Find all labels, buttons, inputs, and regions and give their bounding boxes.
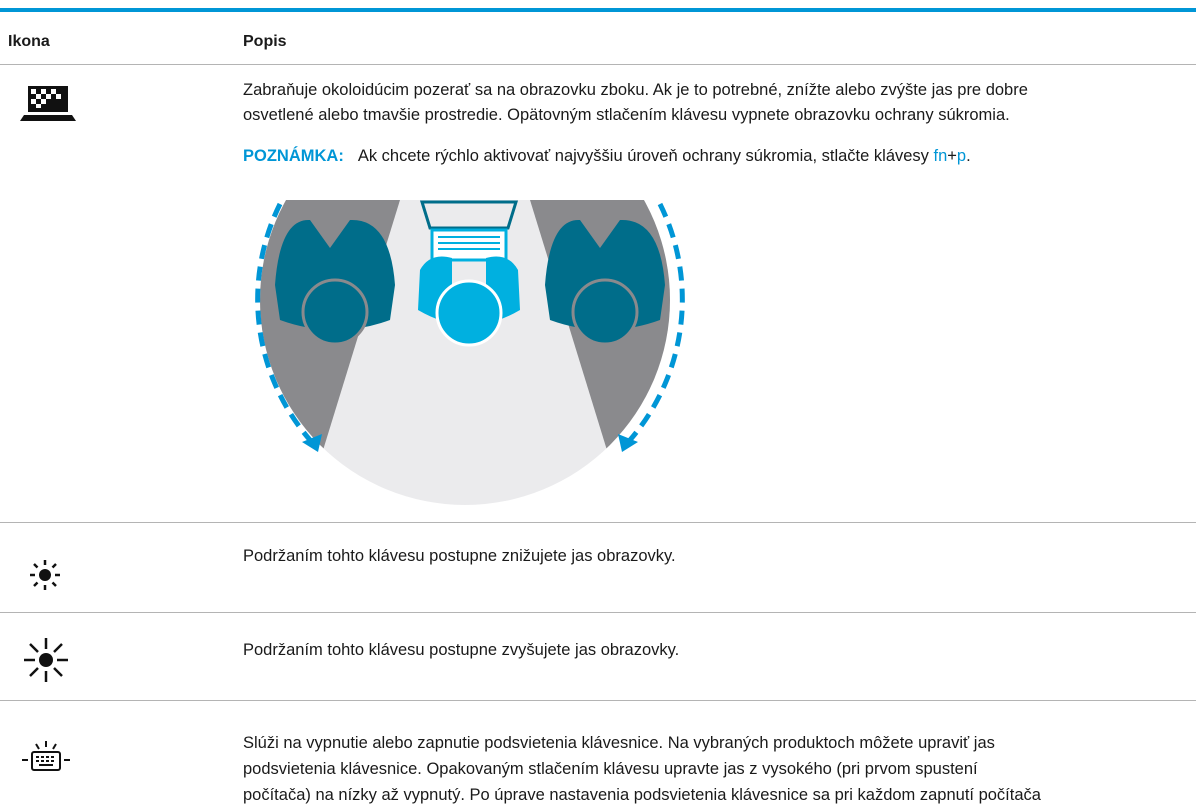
illustration-shape (30, 560, 60, 590)
illustration-shape (52, 743, 57, 750)
illustration-shape (39, 653, 53, 667)
note-text: . (966, 147, 971, 165)
illustration-shape (31, 99, 36, 104)
illustration-shape (51, 760, 54, 762)
description-line: Podržaním tohto klávesu postupne znižuje… (243, 547, 676, 565)
illustration-shape (618, 434, 638, 452)
illustration-shape (20, 115, 76, 121)
illustration-shape (24, 638, 68, 682)
key: fn (933, 147, 948, 165)
illustration-shape (41, 756, 44, 758)
illustration-shape (53, 643, 63, 653)
description-line: Podržaním tohto klávesu postupne zvyšuje… (243, 641, 680, 659)
illustration-shape (419, 200, 519, 230)
header-description: Popis (243, 33, 287, 50)
illustration-shape (301, 278, 369, 346)
note-label: POZNÁMKA: (243, 147, 344, 165)
illustration-shape (51, 756, 54, 758)
keyboard-backlight-icon (22, 741, 70, 771)
note-text: + (947, 147, 957, 165)
illustration-shape (51, 563, 57, 569)
illustration-shape (46, 760, 49, 762)
illustration-shape (51, 581, 57, 587)
header-icon: Ikona (8, 33, 50, 50)
illustration-shape (31, 89, 61, 108)
description-line: podsvietenia klávesnice. Opakovaným stla… (243, 760, 978, 778)
illustration-shape (41, 99, 46, 104)
description-line: Zabraňuje okoloidúcim pozerať sa na obra… (243, 81, 1028, 99)
row-divider (0, 612, 1196, 613)
privacy-icon (20, 86, 76, 121)
row-divider (0, 64, 1196, 65)
note-text: Ak chcete rýchlo aktivovať najvyššiu úro… (357, 147, 934, 165)
illustration-shape (39, 764, 53, 766)
illustration-shape (302, 434, 322, 452)
illustration-shape (29, 643, 39, 653)
illustration-shape (33, 581, 39, 587)
illustration-shape (56, 94, 61, 99)
illustration-shape (51, 89, 56, 94)
illustration-shape (46, 94, 51, 99)
illustration-shape (41, 760, 44, 762)
description-line: osvetlené alebo tmavšie prostredie. Opät… (243, 106, 1010, 124)
illustration-shape (53, 667, 63, 677)
illustration-shape (41, 89, 46, 94)
illustration-shape (39, 569, 51, 581)
illustration-shape (36, 760, 39, 762)
brightness-up-icon (24, 638, 68, 682)
privacy-illustration (255, 200, 685, 505)
illustration-shape (35, 743, 40, 750)
illustration-shape (628, 202, 685, 442)
illustration-shape (255, 202, 312, 442)
illustration-shape (22, 741, 70, 761)
illustration-shape (29, 667, 39, 677)
illustration-shape (33, 563, 39, 569)
illustration-shape (571, 278, 639, 346)
description-line: počítača) na nízky až vypnutý. Po úprave… (243, 786, 1041, 804)
illustration-shape (36, 756, 39, 758)
illustration-shape (438, 236, 500, 250)
top-rule (0, 8, 1196, 12)
row-divider (0, 522, 1196, 523)
description-line: Slúži na vypnutie alebo zapnutie podsvie… (243, 734, 995, 752)
illustration-shape (36, 756, 54, 766)
note: POZNÁMKA: Ak chcete rýchlo aktivovať najv… (243, 146, 971, 166)
key: p (956, 147, 967, 165)
illustration-shape (36, 104, 41, 108)
illustration-shape (31, 89, 36, 94)
illustration-shape (435, 279, 503, 347)
row-divider (0, 700, 1196, 701)
illustration-shape (31, 751, 61, 771)
illustration-shape (46, 756, 49, 758)
brightness-down-icon (30, 560, 60, 590)
illustration-shape (36, 94, 41, 99)
illustration-shape (430, 228, 508, 262)
